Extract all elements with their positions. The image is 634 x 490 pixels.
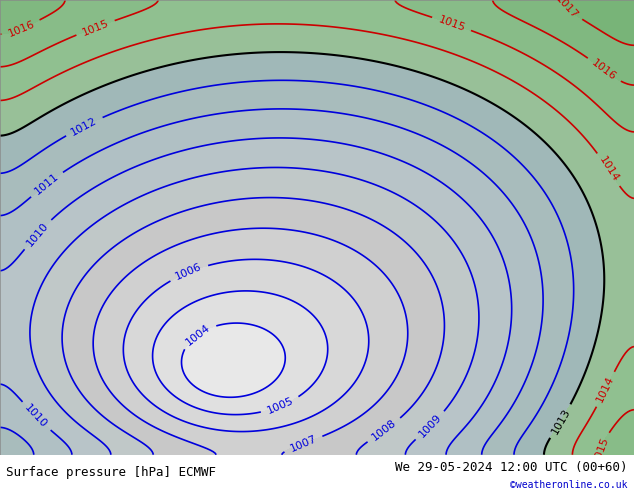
Text: 1005: 1005 xyxy=(266,396,295,416)
Text: 1006: 1006 xyxy=(174,262,204,282)
Text: 1014: 1014 xyxy=(595,374,616,404)
Text: 1016: 1016 xyxy=(590,57,618,82)
Text: 1011: 1011 xyxy=(33,172,61,197)
Text: 1009: 1009 xyxy=(417,412,444,440)
Text: 1014: 1014 xyxy=(597,155,620,184)
Text: 1015: 1015 xyxy=(437,14,467,33)
Text: We 29-05-2024 12:00 UTC (00+60): We 29-05-2024 12:00 UTC (00+60) xyxy=(395,461,628,473)
Text: Surface pressure [hPa] ECMWF: Surface pressure [hPa] ECMWF xyxy=(6,466,216,479)
Text: 1017: 1017 xyxy=(553,0,579,21)
Text: 1007: 1007 xyxy=(288,434,318,454)
Text: 1004: 1004 xyxy=(184,322,212,347)
Text: 1016: 1016 xyxy=(6,19,36,39)
Text: 1015: 1015 xyxy=(591,435,610,465)
Text: 1010: 1010 xyxy=(25,220,50,248)
Text: 1010: 1010 xyxy=(23,403,49,430)
Text: 1012: 1012 xyxy=(69,115,99,137)
Text: 1015: 1015 xyxy=(81,18,110,37)
Text: 1008: 1008 xyxy=(370,418,398,443)
Text: 1013: 1013 xyxy=(550,407,572,436)
Text: ©weatheronline.co.uk: ©weatheronline.co.uk xyxy=(510,480,628,490)
